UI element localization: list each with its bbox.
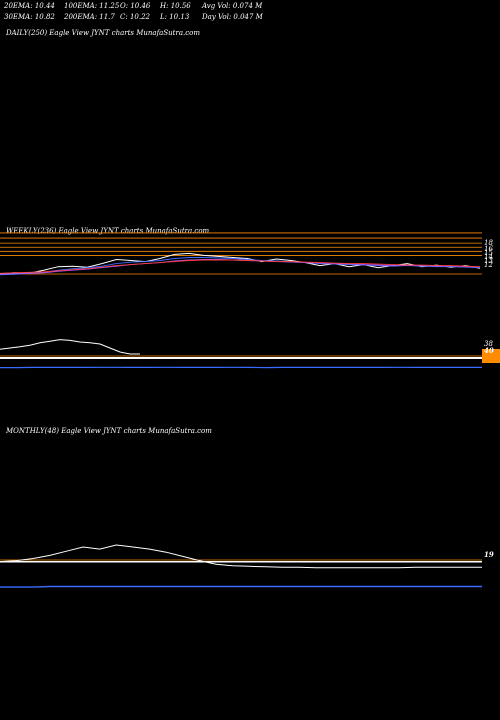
- weekly-series-line: [0, 259, 481, 274]
- ema200-stat: 200EMA: 11.7: [64, 13, 115, 21]
- weekly-price-tick: 13: [484, 257, 493, 265]
- weekly-series-line: [0, 259, 481, 275]
- weekly-indicator-base-bar: [0, 357, 482, 359]
- ema100-stat: 100EMA: 11.25: [64, 2, 120, 10]
- monthly-indicator-blue-line: [0, 585, 482, 588]
- open-stat: O: 10.46: [120, 2, 151, 10]
- weekly-price-tick: 14: [484, 253, 493, 261]
- monthly-indicator-white-line: [0, 544, 482, 569]
- weekly-price-tick: 16: [484, 245, 493, 253]
- weekly-indicator-marker: [482, 349, 500, 363]
- monthly-panel-label: MONTHLY(48) Eagle View JYNT charts Munaf…: [6, 427, 212, 435]
- day-vol-stat: Day Vol: 0.047 M: [202, 13, 263, 21]
- close-stat: C: 10.22: [120, 13, 150, 21]
- ema20-stat: 20EMA: 10.44: [4, 2, 55, 10]
- weekly-price-tick: 12: [484, 261, 493, 269]
- weekly-indicator-tick: 38: [484, 340, 493, 348]
- avg-vol-stat: Avg Vol: 0.074 M: [202, 2, 263, 10]
- daily-panel-label: DAILY(250) Eagle View JYNT charts Munafa…: [6, 29, 200, 37]
- weekly-panel-label: WEEKLY(236) Eagle View JYNT charts Munaf…: [6, 227, 210, 235]
- monthly-indicator-base-bar: [0, 561, 482, 563]
- weekly-price-tick: 15: [484, 249, 493, 257]
- weekly-indicator-white-line: [0, 339, 140, 355]
- weekly-series-line: [0, 252, 481, 275]
- monthly-indicator-tick: 19: [484, 550, 494, 559]
- weekly-indicator-tick: 40: [484, 346, 494, 355]
- weekly-price-tick: 18: [484, 239, 493, 247]
- high-stat: H: 10.56: [160, 2, 191, 10]
- ema30-stat: 30EMA: 10.82: [4, 13, 55, 21]
- low-stat: L: 10.13: [160, 13, 190, 21]
